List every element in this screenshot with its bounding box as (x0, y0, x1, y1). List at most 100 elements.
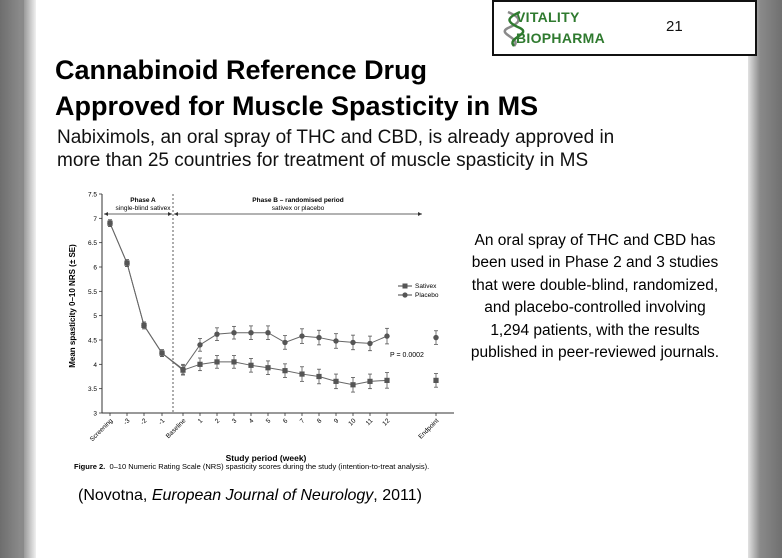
logo-text-biopharma: BIOPHARMA (516, 30, 606, 46)
y-tick-label: 5 (93, 313, 97, 320)
chart-series (107, 219, 439, 393)
placebo-point (333, 338, 339, 344)
placebo-point (316, 334, 322, 341)
placebo-point (367, 340, 373, 347)
phase-a-label: Phase A (130, 197, 156, 204)
legend-placebo-marker (402, 292, 408, 298)
sativex-point (433, 377, 439, 383)
slide-subtitle-line-1: Nabiximols, an oral spray of THC and CBD… (57, 127, 615, 148)
logo-text-vitality: VITALITY (516, 9, 580, 25)
legend-placebo-label: Placebo (415, 292, 439, 299)
x-tick-label: 12 (381, 417, 391, 427)
placebo-point (299, 333, 305, 339)
x-tick-label: 11 (365, 417, 375, 427)
p-value-label: P = 0.0002 (390, 352, 424, 359)
x-tick-label: 7 (299, 417, 307, 425)
x-tick-label: 4 (248, 417, 256, 425)
y-tick-label: 3 (93, 411, 97, 418)
series-line-sativex (109, 223, 388, 386)
phase-a-arrow-right (168, 212, 172, 216)
side-description: An oral spray of THC and CBD has been us… (470, 232, 720, 362)
phase-b-arrow-right (418, 212, 422, 216)
series-line-placebo (109, 223, 388, 370)
sativex-point (214, 359, 220, 365)
chart-ticks: 3 3.5 4 4.5 5 5.5 6 6.5 7 7.5 Screening -3 -2 -1Basel… (88, 192, 441, 444)
x-tick-label: 2 (214, 417, 222, 425)
x-tick-label: -3 (122, 417, 131, 426)
y-tick-label: 4.5 (88, 338, 97, 345)
x-tick-label: 6 (282, 417, 290, 425)
figure-caption: Figure 2. 0–10 Numeric Rating Scale (NRS… (74, 462, 429, 471)
slide-subtitle-line-2: more than 25 countries for treatment of … (57, 150, 589, 171)
chart-axes (101, 194, 454, 414)
citation-journal: European Journal of Neurology (151, 487, 374, 504)
logo-header-box: VITALITY BIOPHARMA 21 (492, 0, 757, 56)
y-tick-label: 5.5 (88, 289, 97, 296)
x-tick-label: 5 (265, 417, 273, 425)
spasticity-chart: 3 3.5 4 4.5 5 5.5 6 6.5 7 7.5 Screening -3 -2 -1Basel… (68, 192, 454, 463)
phase-a-arrow-left (104, 212, 108, 216)
x-tick-label: 1 (197, 417, 205, 425)
x-tick-label: Screening (89, 417, 115, 443)
placebo-point (141, 322, 147, 329)
sativex-point (282, 368, 288, 374)
legend-sativex-marker (402, 283, 408, 289)
placebo-point (282, 339, 288, 346)
y-tick-label: 6.5 (88, 240, 97, 247)
x-tick-label: 3 (231, 417, 239, 425)
figure-caption-text: 0–10 Numeric Rating Scale (NRS) spastici… (109, 462, 430, 471)
sativex-point (231, 359, 237, 365)
slide-title-line-2: Approved for Muscle Spasticity in MS (55, 91, 539, 121)
placebo-point (214, 331, 220, 337)
y-tick-label: 7 (93, 216, 97, 223)
x-tick-label: 10 (347, 417, 357, 427)
placebo-point (107, 220, 113, 226)
sativex-point (367, 378, 373, 384)
x-tick-label: Endpoint (417, 417, 440, 440)
sativex-point (316, 373, 322, 380)
placebo-point (180, 366, 186, 372)
chart-legend: Sativex Placebo (398, 283, 439, 299)
legend-sativex-label: Sativex (415, 283, 437, 290)
x-tick-label: Baseline (165, 417, 188, 440)
sativex-point (333, 378, 339, 384)
x-axis-label: Study period (week) (226, 453, 307, 463)
sativex-point (248, 362, 254, 368)
placebo-point (159, 350, 165, 356)
placebo-point (433, 334, 439, 341)
sativex-point (299, 371, 305, 377)
y-tick-label: 6 (93, 265, 97, 272)
x-tick-label: 8 (316, 417, 324, 425)
x-tick-label: -1 (157, 417, 166, 426)
sativex-point (197, 361, 203, 367)
y-tick-label: 4 (93, 362, 97, 369)
slide-page (36, 0, 748, 558)
sativex-point (350, 382, 356, 388)
page-number: 21 (666, 18, 683, 35)
dna-helix-icon (503, 10, 525, 47)
sativex-point (384, 377, 390, 383)
slide-title-line-1: Cannabinoid Reference Drug (55, 55, 428, 85)
placebo-point (124, 260, 130, 266)
x-tick-label: -2 (139, 417, 148, 426)
placebo-point (350, 339, 356, 346)
citation: (Novotna, European Journal of Neurology,… (78, 487, 422, 505)
y-tick-label: 3.5 (88, 386, 97, 393)
phase-b-sublabel: sativex or placebo (272, 205, 325, 212)
figure-caption-label: Figure 2. (74, 462, 106, 471)
placebo-point (248, 330, 254, 336)
y-tick-label: 7.5 (88, 192, 97, 199)
placebo-point (384, 333, 390, 339)
y-axis-label: Mean spasticity 0–10 NRS (± SE) (68, 244, 77, 368)
placebo-point (197, 342, 203, 348)
slide-edge-shadow (24, 0, 38, 558)
placebo-point (265, 330, 271, 336)
sativex-point (265, 365, 271, 371)
citation-close: , 2011) (373, 487, 422, 504)
placebo-point (231, 330, 237, 336)
phase-a-sublabel: single-blind sativex (116, 205, 172, 212)
x-tick-label: 9 (333, 417, 341, 425)
phase-b-label: Phase B – randomised period (252, 197, 343, 204)
phase-b-arrow-left (174, 212, 178, 216)
citation-open: (Novotna, (78, 487, 152, 504)
